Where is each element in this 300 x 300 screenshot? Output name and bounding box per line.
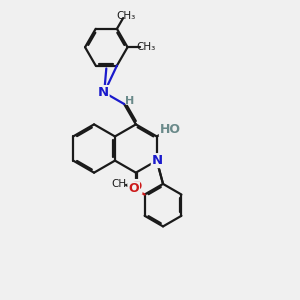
Text: O: O <box>130 180 142 193</box>
Text: CH₃: CH₃ <box>136 42 155 52</box>
Text: O: O <box>128 182 139 195</box>
Text: HO: HO <box>160 123 181 136</box>
Text: CH₃: CH₃ <box>116 11 136 20</box>
Text: N: N <box>152 154 163 167</box>
Text: H: H <box>125 96 134 106</box>
Text: CH₃: CH₃ <box>112 178 131 188</box>
Text: N: N <box>98 86 109 99</box>
